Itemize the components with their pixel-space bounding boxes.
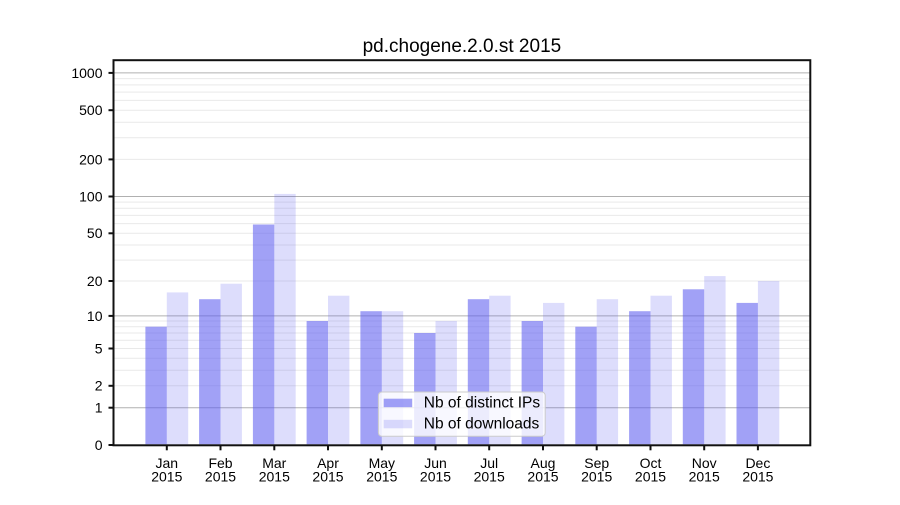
svg-text:Sep: Sep (584, 455, 609, 471)
svg-text:2015: 2015 (366, 469, 397, 485)
svg-text:0: 0 (95, 437, 103, 453)
svg-text:Nb of distinct IPs: Nb of distinct IPs (424, 395, 541, 412)
svg-text:2015: 2015 (312, 469, 343, 485)
svg-text:2015: 2015 (635, 469, 666, 485)
svg-text:1000: 1000 (71, 65, 102, 81)
svg-text:Dec: Dec (745, 455, 770, 471)
svg-text:Feb: Feb (208, 455, 232, 471)
svg-text:Jul: Jul (480, 455, 498, 471)
svg-text:5: 5 (95, 340, 103, 356)
svg-text:2: 2 (95, 378, 103, 394)
svg-text:Oct: Oct (640, 455, 662, 471)
svg-text:10: 10 (87, 308, 103, 324)
svg-text:pd.chogene.2.0.st 2015: pd.chogene.2.0.st 2015 (363, 36, 562, 57)
svg-text:2015: 2015 (259, 469, 290, 485)
svg-text:Nov: Nov (692, 455, 717, 471)
svg-text:2015: 2015 (420, 469, 451, 485)
svg-text:2015: 2015 (474, 469, 505, 485)
svg-text:500: 500 (79, 102, 103, 118)
svg-text:2015: 2015 (151, 469, 182, 485)
svg-text:200: 200 (79, 151, 103, 167)
svg-text:100: 100 (79, 188, 103, 204)
svg-text:1: 1 (95, 400, 103, 416)
svg-text:Jan: Jan (156, 455, 179, 471)
svg-text:20: 20 (87, 273, 103, 289)
svg-text:2015: 2015 (581, 469, 612, 485)
svg-text:Mar: Mar (262, 455, 286, 471)
svg-text:2015: 2015 (205, 469, 236, 485)
svg-text:Nb of downloads: Nb of downloads (424, 416, 540, 433)
svg-text:Aug: Aug (531, 455, 556, 471)
svg-text:2015: 2015 (742, 469, 773, 485)
svg-text:50: 50 (87, 225, 103, 241)
svg-text:Apr: Apr (317, 455, 339, 471)
svg-text:May: May (369, 455, 395, 471)
svg-text:2015: 2015 (527, 469, 558, 485)
svg-text:2015: 2015 (689, 469, 720, 485)
svg-text:Jun: Jun (424, 455, 447, 471)
